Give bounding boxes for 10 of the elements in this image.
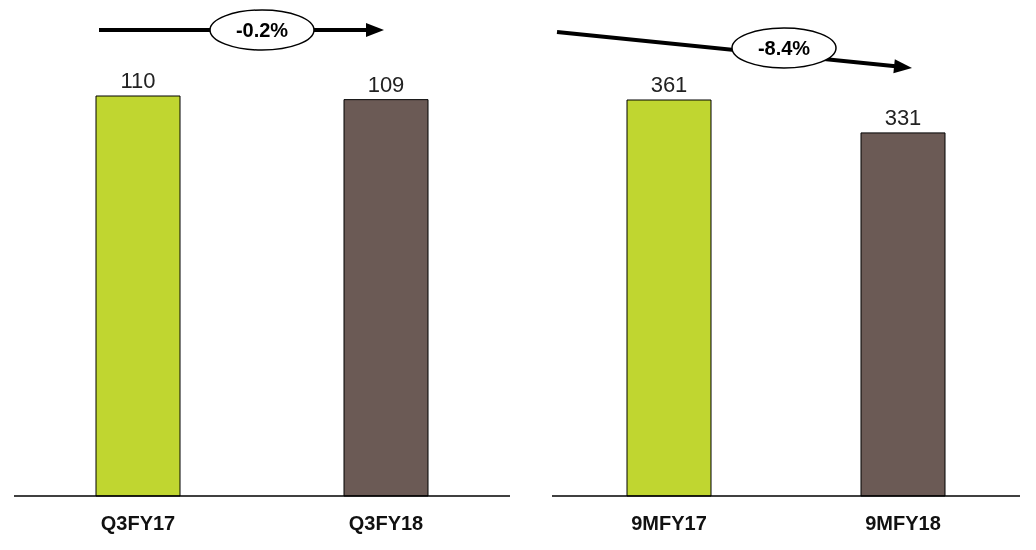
x-tick-label: 9MFY18 [865,512,941,535]
data-label: 109 [367,71,405,97]
x-tick-label: Q3FY17 [100,512,176,535]
data-label: 331 [884,104,922,130]
x-tick-label: Q3FY18 [348,512,424,535]
text: -8.4% [757,37,811,59]
data-label: 361 [650,72,688,97]
x-tick-label: 9MFY17 [631,512,707,535]
text: -0.2% [235,19,289,41]
data-label: 110 [120,68,156,93]
